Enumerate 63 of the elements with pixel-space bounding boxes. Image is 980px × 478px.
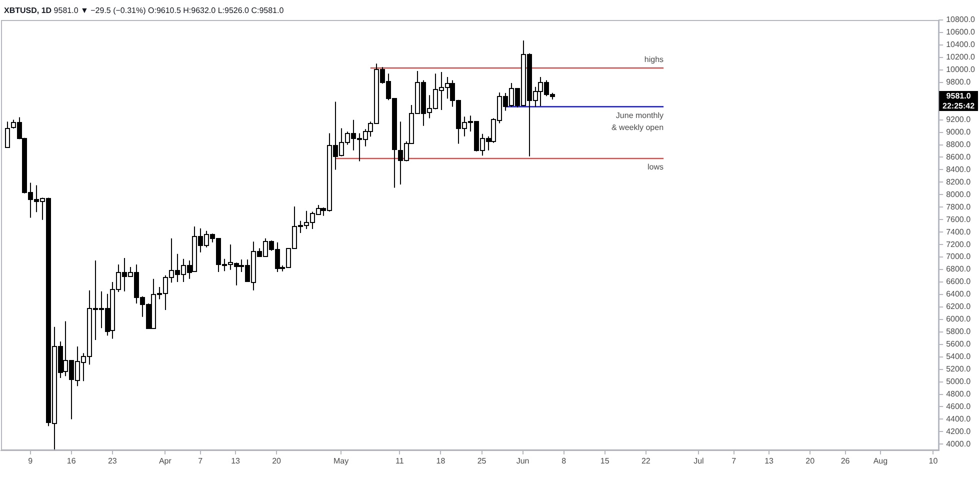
y-tick-label: 9000.0 [946,127,972,136]
y-tick-label: 5400.0 [946,352,972,362]
y-tick-label: 4400.0 [946,414,972,424]
x-tick-label: Aug [873,456,888,466]
text: 9581.0 [946,92,972,101]
y-tick-label: 10600.0 [946,28,976,37]
x-tick-label: 26 [840,456,850,466]
y-tick-label: 10400.0 [946,40,976,50]
y-tick-label: 7600.0 [946,214,972,224]
chart-subtitle: 9581.0 ▼ −29.5 (−0.31%) O:9610.5 H:9632.0 L:9526.0 C:9581.0 [54,6,284,15]
y-tick-label: 10200.0 [946,52,976,62]
y-tick-label: 5800.0 [946,327,972,336]
y-tick-label: 8800.0 [946,140,972,149]
y-tick-label: 6600.0 [946,277,972,286]
x-tick-label: 23 [108,456,118,466]
x-tick-label: 15 [600,456,610,466]
y-tick-label: 9200.0 [946,115,972,124]
y-tick-label: 5600.0 [946,340,972,349]
chart-title: XBTUSD, 1D [4,6,52,15]
x-tick-label: May [333,456,349,466]
x-tick-label: 8 [562,456,567,466]
y-tick-label: 5200.0 [946,364,972,374]
y-tick-label: 4800.0 [946,389,972,398]
y-tick-label: 8400.0 [946,164,972,174]
y-tick-label: 8600.0 [946,152,972,162]
y-tick-label: 9800.0 [946,78,972,87]
y-tick-label: 8000.0 [946,190,972,199]
text: 22:25:42 [942,102,976,111]
y-tick-label: 6000.0 [946,314,972,324]
x-tick-label: 22 [641,456,651,466]
series-label: lows [648,162,664,172]
y-tick-label: 8200.0 [946,177,972,186]
y-tick-label: 7000.0 [946,252,972,262]
x-tick-label: Jul [694,456,704,466]
y-tick-label: 4600.0 [946,402,972,411]
x-tick-label: 20 [272,456,282,466]
y-tick-label: 10800.0 [946,15,976,24]
x-tick-label: 16 [66,456,76,466]
y-tick-label: 6800.0 [946,264,972,274]
y-tick-label: 6200.0 [946,302,972,312]
x-tick-label: 18 [436,456,446,466]
x-tick-label: 7 [732,456,737,466]
x-tick-label: Jun [516,456,530,466]
y-tick-label: 10000.0 [946,65,976,74]
y-tick-label: 7800.0 [946,202,972,212]
y-tick-label: 6400.0 [946,290,972,299]
x-tick-label: 11 [396,456,404,466]
x-tick-label: 9 [28,456,34,466]
y-tick-label: 7200.0 [946,240,972,249]
x-tick-label: 13 [764,456,774,466]
y-tick-label: 4000.0 [946,439,972,448]
x-tick-label: Apr [158,456,172,466]
y-tick-label: 4200.0 [946,426,972,436]
y-tick-label: 7400.0 [946,227,972,236]
x-tick-label: 13 [231,456,241,466]
series-label: June monthly & weekly open [611,110,664,132]
series-label: highs [644,55,664,64]
x-tick-label: 25 [477,456,487,466]
y-tick-label: 5000.0 [946,376,972,386]
x-tick-label: 20 [806,456,816,466]
x-tick-label: 7 [198,456,204,466]
candlestick [5,121,10,148]
x-tick-label: 10 [928,456,938,466]
